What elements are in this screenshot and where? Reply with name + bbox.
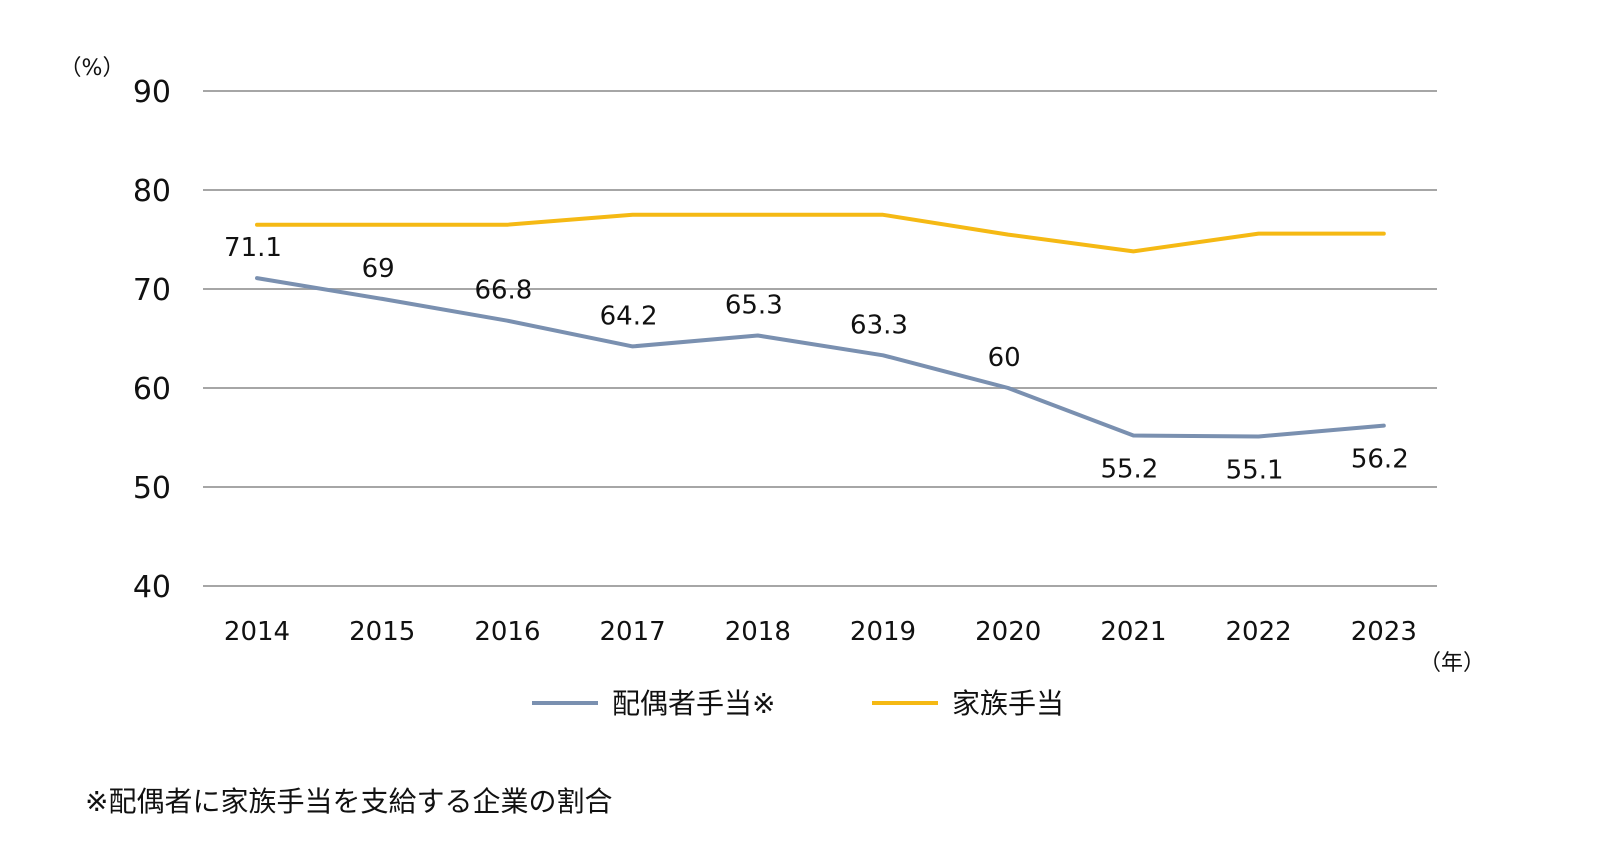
x-tick-label: 2014 [224, 617, 290, 647]
footnote: ※配偶者に家族手当を支給する企業の割合 [85, 785, 613, 818]
data-label: 69 [362, 254, 395, 284]
series-family-allowance-line [255, 212, 1386, 254]
grid-lines [203, 90, 1437, 587]
y-tick-label: 90 [133, 75, 171, 110]
x-tick-label: 2020 [975, 617, 1041, 647]
data-label: 55.1 [1226, 456, 1284, 486]
x-tick-label: 2015 [349, 617, 415, 647]
data-label: 71.1 [224, 233, 282, 263]
data-label: 63.3 [850, 310, 908, 340]
y-tick-label: 80 [133, 174, 171, 209]
x-tick-label: 2017 [600, 617, 666, 647]
x-tick-label: 2016 [474, 617, 540, 647]
y-tick-label: 40 [133, 570, 171, 605]
legend-label-family-allowance: 家族手当 [952, 687, 1064, 720]
data-label: 64.2 [600, 301, 658, 331]
y-tick-label: 70 [133, 273, 171, 308]
series-group: 71.1 69 66.8 64.2 65.3 63.3 60 55.2 55.1 56.2 [224, 212, 1409, 486]
x-tick-label: 2018 [725, 617, 791, 647]
x-tick-label: 2021 [1100, 617, 1166, 647]
y-axis-ticks: 40 50 60 70 80 90 [133, 75, 171, 605]
x-axis-unit: （年） [1419, 651, 1485, 676]
series-spouse-allowance-line [255, 276, 1386, 439]
y-tick-label: 50 [133, 471, 171, 506]
data-label: 65.3 [725, 291, 783, 321]
data-label: 55.2 [1100, 455, 1158, 485]
x-axis-ticks: 2014 2015 2016 2017 2018 2019 2020 2021 2022 2023 [224, 617, 1417, 647]
x-tick-label: 2019 [850, 617, 916, 647]
data-label: 56.2 [1351, 445, 1409, 475]
y-axis-unit: （%） [60, 56, 125, 81]
data-label: 60 [988, 343, 1021, 373]
data-label: 66.8 [474, 276, 532, 306]
y-tick-label: 60 [133, 372, 171, 407]
x-tick-label: 2023 [1351, 617, 1417, 647]
x-tick-label: 2022 [1226, 617, 1292, 647]
legend: 配偶者手当※ 家族手当 [532, 687, 1064, 720]
legend-label-spouse-allowance: 配偶者手当※ [612, 687, 775, 720]
